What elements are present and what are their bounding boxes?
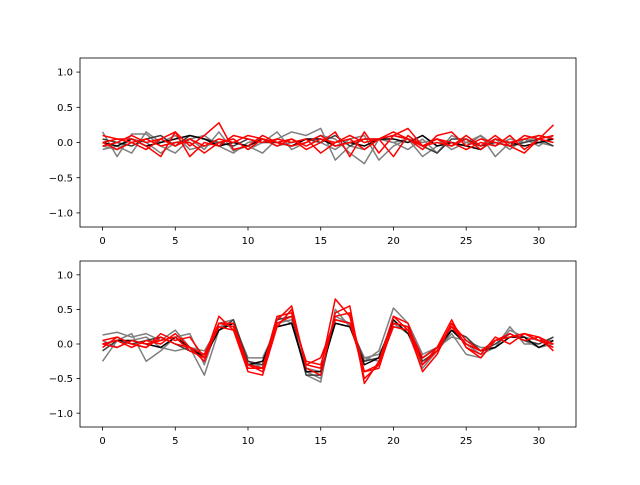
- y-tick-label: −1.0: [49, 209, 73, 220]
- x-tick-label: 25: [460, 436, 473, 447]
- x-tick-label: 25: [460, 236, 473, 247]
- x-tick-label: 0: [99, 436, 105, 447]
- y-tick-label: 0.5: [57, 103, 73, 114]
- x-tick-label: 5: [172, 436, 178, 447]
- series-line-6: [102, 122, 554, 158]
- x-tick-label: 30: [533, 436, 546, 447]
- series-line-9: [102, 312, 554, 373]
- y-tick-label: 0.5: [57, 305, 73, 316]
- series-group: [101, 298, 554, 385]
- series-line-9: [102, 131, 554, 154]
- x-tick-label: 10: [242, 236, 255, 247]
- y-tick-label: −1.0: [49, 409, 73, 420]
- x-tick-label: 20: [387, 236, 400, 247]
- y-tick-label: 1.0: [57, 270, 73, 281]
- x-tick-label: 30: [533, 236, 546, 247]
- y-tick-label: −0.5: [49, 173, 73, 184]
- x-tick-label: 5: [172, 236, 178, 247]
- x-tick-label: 15: [314, 436, 327, 447]
- subplot-bottom: 0 5 10 15 20 25 30 −1.0 −0.5 0.0 0.5 1.0: [49, 260, 577, 447]
- series-line-5: [102, 134, 554, 151]
- series-group: [101, 122, 554, 165]
- y-tick-label: 0.0: [57, 340, 73, 351]
- y-tick-label: −0.5: [49, 374, 73, 385]
- y-tick-label: 0.0: [57, 138, 73, 149]
- x-tick-label: 20: [387, 436, 400, 447]
- x-tick-label: 10: [242, 436, 255, 447]
- subplot-top: 0 5 10 15 20 25 30 −1.0 −0.5 0.0 0.5 1.0: [49, 57, 577, 247]
- x-tick-label: 15: [314, 236, 327, 247]
- y-tick-label: 1.0: [57, 68, 73, 79]
- x-tick-label: 0: [99, 236, 105, 247]
- series-line-7: [102, 305, 554, 385]
